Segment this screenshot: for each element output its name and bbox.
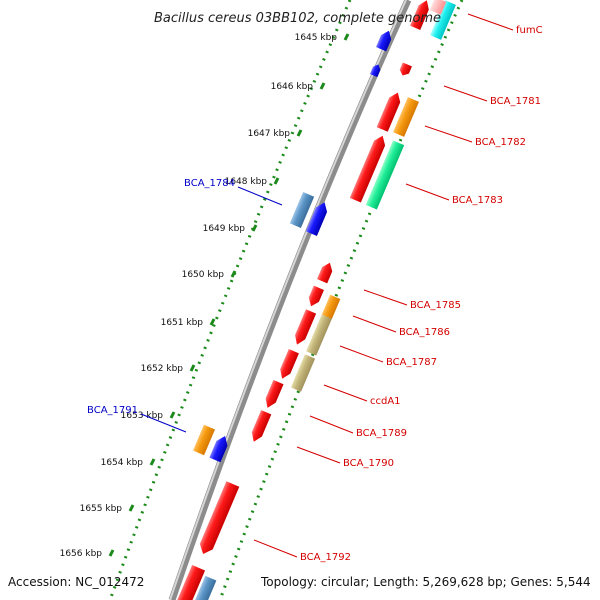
tick-labels: 1645 kbp 1646 kbp 1647 kbp 1648 kbp 1649 kbp… xyxy=(60,33,338,559)
tick-label: 1651 kbp xyxy=(161,318,204,328)
cds-feature xyxy=(376,30,392,52)
gene-label-bca-1792[interactable]: BCA_1792 xyxy=(300,552,351,563)
tick-marks xyxy=(108,33,350,557)
cds-feature xyxy=(174,565,206,600)
cds-feature xyxy=(209,436,228,463)
cds-feature xyxy=(321,294,341,320)
cds-feature xyxy=(399,62,412,76)
leader-line-bca-1783 xyxy=(405,183,450,201)
leader-line-bca-1787 xyxy=(339,345,384,363)
tick-label: 1656 kbp xyxy=(60,549,103,559)
gene-label-bca-1789[interactable]: BCA_1789 xyxy=(356,428,407,439)
gene-label-fumc[interactable]: fumC xyxy=(516,25,543,36)
gene-label-bca-1791[interactable]: BCA_1791 xyxy=(87,405,138,416)
tick-mark xyxy=(273,177,280,185)
gene-label-bca-1790[interactable]: BCA_1790 xyxy=(343,458,394,469)
cds-feature xyxy=(308,285,324,307)
cds-feature xyxy=(199,481,240,554)
gene-label-bca-1786[interactable]: BCA_1786 xyxy=(399,327,450,338)
gene-label-bca-1781[interactable]: BCA_1781 xyxy=(490,96,541,107)
cds-feature xyxy=(289,192,315,228)
gene-label-bca-1784[interactable]: BCA_1784 xyxy=(184,178,235,189)
gene-label-ccda1[interactable]: ccdA1 xyxy=(370,396,401,407)
gene-label-bca-1787[interactable]: BCA_1787 xyxy=(386,357,437,368)
tick-mark xyxy=(128,504,135,512)
leader-line-bca-1790 xyxy=(296,446,341,464)
cds-feature xyxy=(280,349,299,379)
tick-mark xyxy=(230,270,237,278)
tick-mark xyxy=(108,549,115,557)
cds-feature xyxy=(317,262,333,284)
gene-label-bca-1782[interactable]: BCA_1782 xyxy=(475,137,526,148)
tick-label: 1647 kbp xyxy=(248,129,291,139)
tick-mark xyxy=(296,129,303,137)
gene-label-bca-1783[interactable]: BCA_1783 xyxy=(452,195,503,206)
tick-mark xyxy=(209,318,216,326)
label-leader-lines xyxy=(140,13,514,558)
tick-label: 1645 kbp xyxy=(295,33,338,43)
tick-label: 1655 kbp xyxy=(80,504,123,514)
leader-line-fumc xyxy=(467,13,514,31)
tick-label: 1649 kbp xyxy=(203,224,246,234)
tick-mark xyxy=(189,364,196,372)
tick-label: 1650 kbp xyxy=(182,270,225,280)
leader-line-bca-1784 xyxy=(237,186,283,206)
leader-line-bca-1785 xyxy=(363,289,408,306)
tick-label: 1646 kbp xyxy=(271,82,314,92)
gene-labels: fumC BCA_1781 BCA_1782 BCA_1783 BCA_1784 BCA_… xyxy=(87,25,543,563)
genome-summary-text: Topology: circular; Length: 5,269,628 bp… xyxy=(260,575,591,589)
gene-label-bca-1785[interactable]: BCA_1785 xyxy=(410,300,461,311)
cds-feature xyxy=(376,92,401,132)
cds-feature xyxy=(430,0,456,40)
cds-feature xyxy=(429,0,447,15)
leader-line-bca-1789 xyxy=(309,415,354,434)
cds-feature xyxy=(349,135,386,203)
leader-line-bca-1792 xyxy=(253,539,298,558)
tick-mark xyxy=(251,224,258,232)
cds-feature xyxy=(369,64,381,78)
cds-feature xyxy=(251,410,272,442)
map-title: Bacillus cereus 03BB102, complete genome xyxy=(154,11,441,26)
tick-label: 1648 kbp xyxy=(225,177,268,187)
genome-backbone xyxy=(168,0,412,600)
leader-line-bca-1786 xyxy=(352,315,397,333)
leader-line-bca-1781 xyxy=(443,85,488,102)
genome-backbone-highlight xyxy=(169,0,407,600)
cds-feature xyxy=(193,424,215,456)
tick-label: 1654 kbp xyxy=(101,458,144,468)
leader-line-bca-1782 xyxy=(424,125,473,143)
cds-feature xyxy=(265,379,284,408)
tick-mark xyxy=(169,411,176,419)
gene-features xyxy=(174,0,456,600)
leader-line-bca-1791 xyxy=(140,413,187,433)
tick-mark xyxy=(343,33,350,41)
tick-label: 1653 kbp xyxy=(121,411,164,421)
tick-label: 1652 kbp xyxy=(141,364,184,374)
tick-mark xyxy=(149,458,156,466)
cds-feature xyxy=(410,0,429,30)
cds-feature xyxy=(193,575,217,600)
cds-feature xyxy=(290,354,316,392)
cds-feature xyxy=(295,309,317,345)
accession-text: Accession: NC_012472 xyxy=(8,575,144,589)
cds-feature xyxy=(306,314,332,356)
cds-feature xyxy=(305,202,328,236)
leader-line-ccda1 xyxy=(323,384,368,402)
cds-feature xyxy=(393,97,419,137)
cds-feature xyxy=(365,140,405,210)
tick-mark xyxy=(319,82,326,90)
